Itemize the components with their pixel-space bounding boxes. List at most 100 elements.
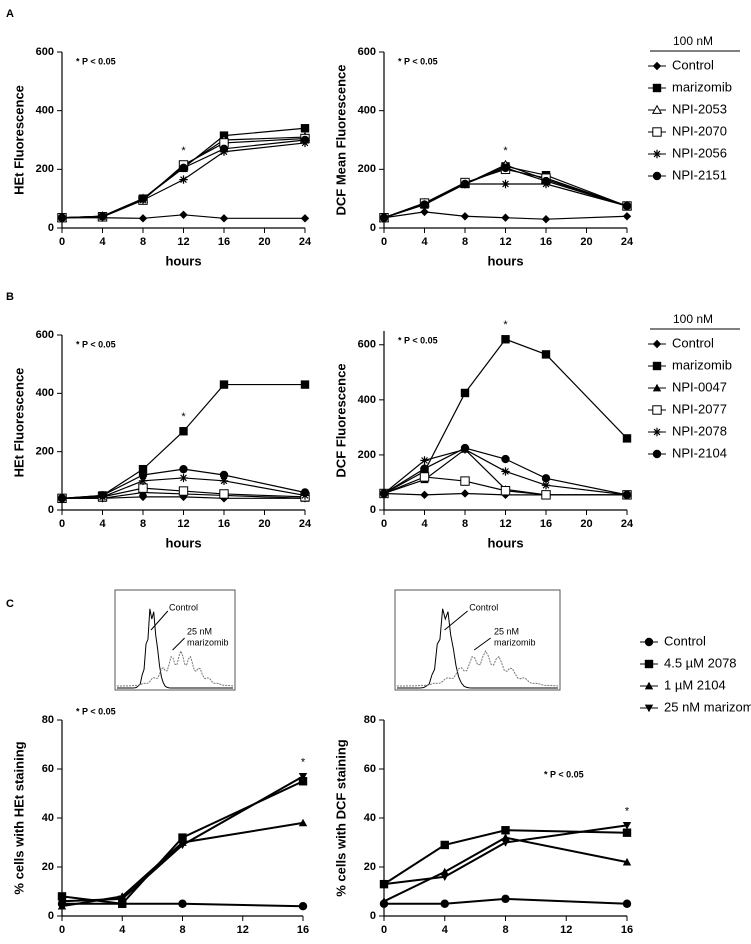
marker (298, 902, 308, 911)
x-axis-label: hours (487, 253, 523, 268)
x-tick-label: 12 (237, 924, 249, 936)
inset-curve (117, 608, 233, 689)
y-tick-label: 600 (358, 339, 376, 351)
x-tick-label: 24 (299, 236, 312, 248)
legend-marker (652, 339, 662, 349)
y-tick-label: 40 (42, 812, 54, 824)
marker (500, 486, 511, 496)
x-tick-label: 16 (297, 924, 309, 936)
marker (440, 867, 449, 876)
marker (179, 464, 188, 474)
x-tick-label: 12 (560, 924, 572, 936)
marker (98, 212, 107, 221)
note: * P < 0.05 (544, 769, 584, 779)
legend-label: NPI-2070 (672, 123, 727, 138)
legend-marker (644, 659, 654, 669)
inset-label: 25 nM (494, 626, 519, 636)
legend-label: NPI-0047 (672, 379, 727, 394)
x-axis-label: hours (164, 941, 200, 944)
x-tick-label: 20 (258, 518, 270, 530)
inset-curve (116, 649, 234, 687)
marker (219, 380, 229, 389)
y-tick-label: 200 (358, 163, 376, 175)
marker (460, 388, 470, 398)
x-tick-label: 8 (462, 236, 468, 248)
y-tick-label: 20 (364, 861, 376, 873)
series-line (61, 127, 306, 219)
legend-label: NPI-2077 (672, 401, 727, 416)
y-tick-label: 20 (42, 861, 54, 873)
series-line (383, 168, 628, 219)
note: * P < 0.05 (76, 339, 116, 349)
x-tick-label: 8 (179, 924, 185, 936)
legend-marker (652, 405, 662, 415)
x-axis-label: hours (165, 253, 201, 268)
marker (501, 179, 510, 189)
marker (138, 214, 148, 223)
y-tick-label: 600 (36, 329, 54, 341)
inset-label: Control (169, 602, 198, 612)
marker (420, 207, 429, 217)
inset-arrow (172, 637, 185, 651)
y-tick-label: 200 (36, 163, 54, 175)
x-tick-label: 12 (499, 236, 511, 248)
x-tick-label: 4 (99, 236, 106, 248)
legend-title: 100 nM (673, 312, 713, 326)
series-line (61, 468, 306, 499)
marker (622, 434, 632, 443)
series-line (61, 477, 306, 499)
legend-marker (652, 427, 662, 437)
note: * P < 0.05 (76, 56, 116, 66)
x-tick-label: 24 (621, 236, 634, 248)
x-tick-label: 16 (218, 236, 230, 248)
marker (118, 899, 127, 908)
marker (138, 464, 148, 474)
x-tick-label: 20 (258, 236, 270, 248)
note: * P < 0.05 (76, 706, 116, 716)
y-tick-label: 80 (364, 714, 376, 726)
series-line (383, 824, 628, 886)
legend-label: NPI-2056 (672, 145, 727, 160)
y-axis-label: DCF Fluorescence (333, 363, 348, 477)
marker (420, 490, 429, 500)
y-axis-label: HEt Fluorescence (11, 368, 26, 478)
x-tick-label: 0 (381, 236, 387, 248)
y-tick-label: 40 (364, 812, 376, 824)
marker (179, 210, 188, 219)
panel-label: B (6, 291, 14, 303)
annotation: * (301, 756, 306, 768)
marker (541, 350, 551, 359)
marker (379, 897, 389, 905)
inset-label: 25 nM (187, 626, 212, 636)
marker (460, 212, 470, 221)
marker (501, 894, 510, 904)
marker (541, 176, 551, 186)
marker (57, 897, 67, 906)
marker (138, 194, 148, 203)
marker (219, 476, 229, 486)
series-line (61, 775, 304, 903)
inset-frame (114, 589, 236, 691)
marker (460, 489, 470, 498)
marker (138, 492, 148, 502)
marker (179, 473, 188, 483)
y-tick-label: 200 (36, 446, 54, 458)
marker (622, 490, 632, 500)
inset-arrow (473, 637, 491, 651)
marker (178, 833, 187, 842)
x-tick-label: 20 (580, 518, 592, 530)
series-line (384, 897, 628, 905)
marker (440, 873, 449, 881)
x-tick-label: 0 (59, 236, 65, 248)
inset-label: marizomib (494, 637, 536, 647)
y-axis-label: % cells with HEt staining (11, 741, 26, 894)
marker (138, 476, 148, 486)
y-tick-label: 60 (364, 763, 376, 775)
legend-marker (652, 149, 662, 159)
marker (501, 213, 510, 222)
legend-label: marizomib (672, 79, 732, 94)
marker (57, 902, 67, 910)
marker (219, 489, 229, 499)
marker (460, 179, 470, 189)
annotation: * (181, 411, 186, 423)
